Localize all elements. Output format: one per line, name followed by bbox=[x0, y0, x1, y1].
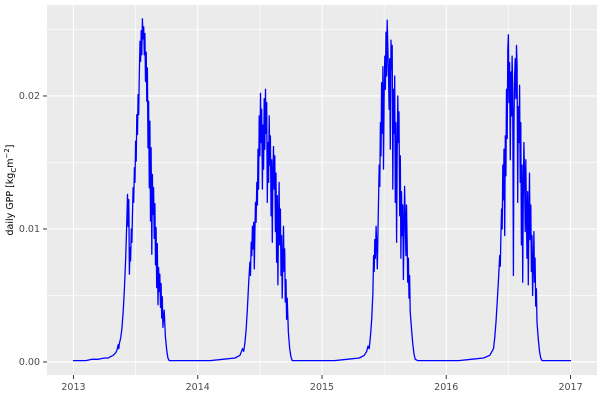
x-tick-label: 2017 bbox=[558, 382, 582, 393]
x-tick-label: 2016 bbox=[434, 382, 458, 393]
x-tick-label: 2015 bbox=[310, 382, 334, 393]
y-tick-label: 0.02 bbox=[19, 91, 40, 102]
y-axis-title-prefix: daily GPP [kg bbox=[5, 172, 17, 236]
y-axis-title: daily GPP [kgCm−2] bbox=[3, 90, 19, 290]
y-axis-title-mid: m bbox=[5, 158, 17, 168]
y-tick-label: 0.00 bbox=[19, 357, 40, 368]
y-axis-title-superscript: −2 bbox=[3, 148, 11, 159]
x-tick-label: 2014 bbox=[186, 382, 210, 393]
y-axis-title-suffix: ] bbox=[5, 144, 17, 149]
y-tick-label: 0.01 bbox=[19, 224, 40, 235]
x-tick-label: 2013 bbox=[61, 382, 85, 393]
y-axis-title-subscript: C bbox=[10, 167, 19, 173]
data-line bbox=[72, 18, 572, 362]
